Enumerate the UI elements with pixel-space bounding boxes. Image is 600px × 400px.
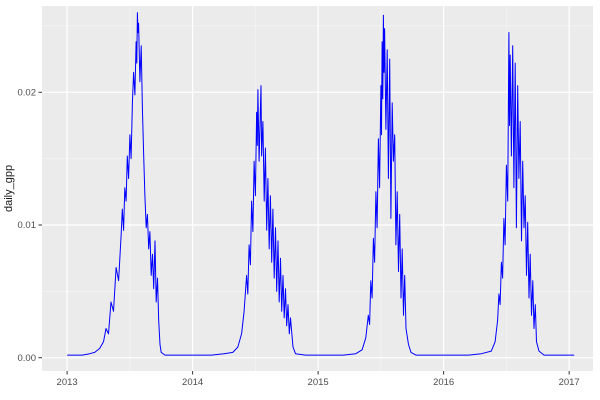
- y-tick-label: 0.00: [18, 353, 37, 364]
- data-line: [67, 12, 575, 356]
- x-tick-label: 2015: [308, 377, 329, 388]
- x-tick-label: 2014: [182, 377, 203, 388]
- y-tick-label: 0.01: [18, 220, 37, 231]
- x-tick-label: 2017: [559, 377, 580, 388]
- x-tick-label: 2016: [433, 377, 454, 388]
- plot-panel: [42, 6, 593, 371]
- x-tick-label: 2013: [57, 377, 78, 388]
- y-tick-label: 0.02: [18, 87, 37, 98]
